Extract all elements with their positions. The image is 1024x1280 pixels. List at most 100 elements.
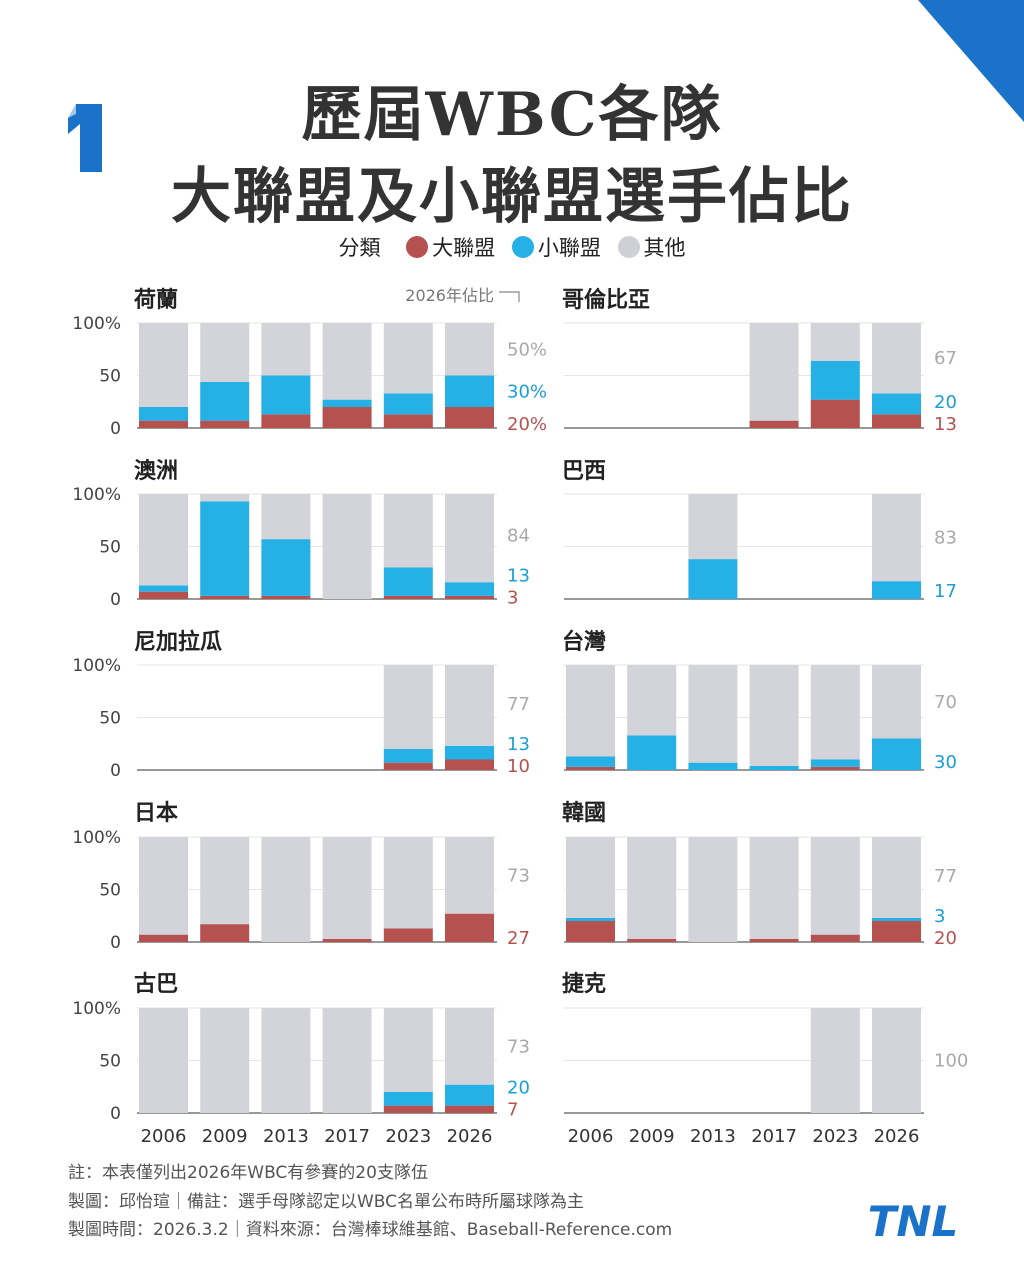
bar-mlb: [139, 591, 188, 599]
bar-other: [627, 837, 677, 939]
bar-milb: [688, 559, 738, 599]
legend-label: 分類: [338, 236, 381, 260]
bar-mlb: [322, 938, 372, 942]
bar-mlb: [810, 766, 860, 770]
bar-mlb: [261, 595, 311, 599]
value-label-other-2026: 70: [934, 692, 957, 713]
bar-mlb: [139, 934, 188, 942]
x-tick-label: 2006: [141, 1126, 187, 1147]
bar-other: [200, 837, 250, 925]
bar-mlb: [322, 407, 372, 428]
legend-text-other: 其他: [643, 236, 686, 260]
bar-milb: [872, 393, 921, 415]
bar-other: [383, 837, 433, 929]
bar-mlb: [383, 414, 433, 428]
x-tick-label: 2023: [812, 1126, 858, 1147]
bar-milb: [445, 582, 494, 596]
bar-mlb: [749, 420, 799, 428]
bar-other: [261, 837, 311, 942]
bar-milb: [200, 381, 250, 421]
bar-other: [688, 837, 738, 942]
y-tick-label: 50: [99, 367, 121, 387]
value-label-mlb-2026: 27: [507, 928, 530, 949]
bar-other: [688, 665, 738, 763]
value-label-mlb-2026: 3: [507, 587, 518, 608]
bar-mlb: [445, 1105, 494, 1113]
y-tick-label: 50: [99, 881, 121, 901]
value-label-other-2026: 77: [507, 694, 530, 715]
bar-other: [261, 323, 311, 376]
bar-mlb: [261, 414, 311, 428]
y-tick-label: 0: [110, 1104, 121, 1124]
value-label-other-2026: 73: [507, 865, 530, 886]
bar-milb: [445, 745, 494, 760]
note-credit: 製圖：邱怡瑄｜備註：選手母隊認定以WBC名單公布時所屬球隊為主: [68, 1192, 585, 1212]
bar-milb: [383, 1092, 433, 1106]
bar-other: [749, 665, 799, 766]
bar-mlb: [383, 762, 433, 770]
y-tick-label: 100%: [72, 314, 121, 334]
legend-swatch-mlb: [406, 236, 429, 258]
bar-other: [445, 665, 494, 746]
panel-3: 83 17: [564, 493, 957, 602]
bar-mlb: [810, 934, 860, 942]
bar-other: [322, 323, 372, 400]
value-label-other-2026: 83: [934, 528, 957, 549]
bar-other: [872, 1008, 921, 1113]
bar-mlb: [872, 414, 921, 428]
y-tick-label: 0: [110, 419, 121, 439]
bar-milb: [872, 581, 921, 599]
bar-other: [445, 494, 494, 583]
bar-milb: [566, 917, 615, 921]
page-number-mark: [68, 104, 102, 172]
legend-text-milb: 小聯盟: [537, 236, 601, 260]
bar-mlb: [445, 407, 494, 428]
value-label-other-2026: 100: [934, 1051, 968, 1072]
bar-other: [322, 1008, 372, 1113]
bar-mlb: [872, 921, 921, 942]
x-tick-label: 2017: [324, 1126, 370, 1147]
panel-9: 100 2006 2009 2013 2017 2023 2026: [564, 1007, 968, 1147]
bar-mlb: [200, 595, 250, 599]
legend-text-mlb: 大聯盟: [432, 236, 496, 260]
bar-other: [383, 494, 433, 568]
legend-item-mlb: 大聯盟: [406, 232, 495, 262]
bar-other: [810, 665, 860, 760]
panel-title-taiwan: 台灣: [562, 630, 607, 655]
bar-milb: [139, 407, 188, 421]
bar-other: [383, 665, 433, 749]
bar-other: [322, 494, 372, 599]
bar-mlb: [383, 595, 433, 599]
bar-other: [139, 494, 188, 586]
legend-item-other: 其他: [617, 232, 686, 262]
bar-milb: [322, 399, 372, 407]
bar-other: [200, 1008, 250, 1113]
panel-title-netherlands: 荷蘭: [134, 288, 179, 313]
bar-mlb: [383, 1105, 433, 1113]
panel-title-brazil: 巴西: [562, 459, 607, 484]
panel-7: 77 320: [564, 836, 957, 949]
bar-other: [383, 323, 433, 394]
value-label-milb-2026: 20: [934, 392, 957, 413]
bar-other: [627, 665, 677, 736]
corner-accent: [918, 0, 1024, 122]
bar-milb: [383, 567, 433, 596]
bar-milb: [872, 917, 921, 921]
x-tick-label: 2009: [202, 1126, 248, 1147]
y-tick-label: 50: [99, 538, 121, 558]
x-tick-label: 2026: [874, 1126, 920, 1147]
value-label-milb-2026: 13: [507, 565, 530, 586]
bar-mlb: [566, 766, 615, 770]
value-label-mlb-2026: 7: [507, 1099, 518, 1120]
panel-title-japan: 日本: [134, 801, 179, 826]
bar-mlb: [627, 938, 677, 942]
y-tick-label: 0: [110, 590, 121, 610]
panel-5: 70 30: [564, 664, 957, 773]
y-tick-label: 100%: [72, 828, 121, 848]
y-tick-label: 0: [110, 761, 121, 781]
x-tick-label: 2017: [751, 1126, 797, 1147]
panel-6: 100% 50 0 73 27: [72, 828, 530, 953]
value-label-other-2026: 67: [934, 348, 957, 369]
bar-other: [445, 323, 494, 376]
x-tick-label: 2013: [263, 1126, 309, 1147]
